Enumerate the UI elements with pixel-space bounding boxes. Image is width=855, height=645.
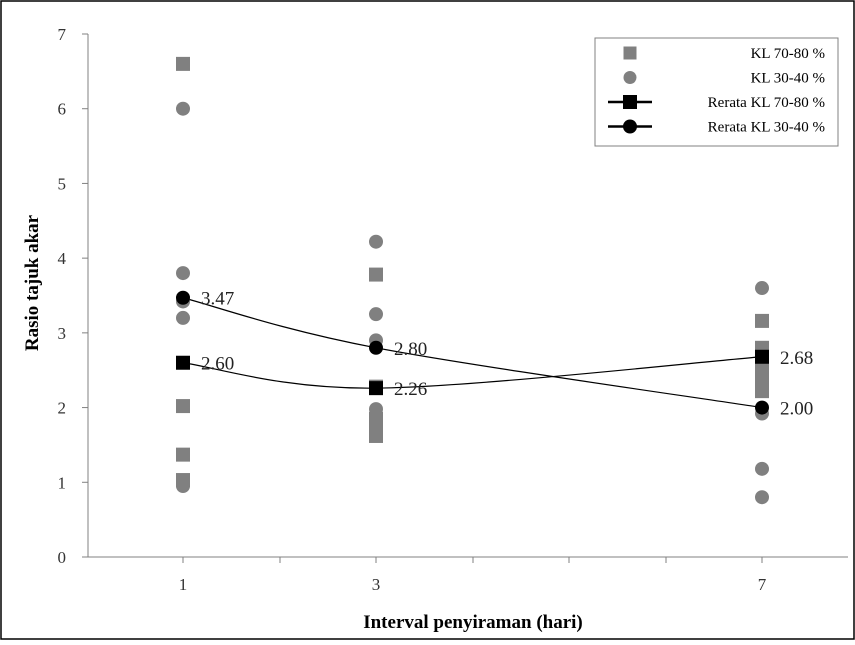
mean-point-square xyxy=(369,381,383,396)
scatter-point-circle xyxy=(176,101,190,116)
legend-marker-circle xyxy=(623,119,637,134)
scatter-point-circle xyxy=(176,479,190,494)
mean-point-circle xyxy=(176,290,190,305)
scatter-point-square xyxy=(176,447,190,462)
scatter-point-circle xyxy=(369,234,383,249)
mean-point-square xyxy=(755,349,769,364)
scatter-point-circle xyxy=(755,461,769,476)
y-tick-label: 1 xyxy=(58,473,67,492)
scatter-point-square xyxy=(755,370,769,385)
trend-line-circle xyxy=(182,297,763,409)
y-tick-label: 6 xyxy=(58,100,67,119)
x-tick-label: 1 xyxy=(179,575,188,594)
legend-label: Rerata KL 30-40 % xyxy=(708,120,825,136)
data-label: 2.26 xyxy=(394,379,427,400)
y-tick-label: 3 xyxy=(58,324,67,343)
scatter-point-circle xyxy=(369,414,383,429)
data-label: 3.47 xyxy=(201,289,234,310)
x-tick-label: 3 xyxy=(372,575,381,594)
points-layer xyxy=(176,56,769,505)
scatter-point-circle xyxy=(755,281,769,296)
y-tick-label: 0 xyxy=(58,548,67,567)
scatter-point-circle xyxy=(755,490,769,505)
data-label: 2.80 xyxy=(394,339,427,360)
scatter-point-square xyxy=(369,267,383,282)
y-tick-label: 4 xyxy=(58,249,67,268)
legend-marker-square xyxy=(623,95,637,109)
data-label: 2.00 xyxy=(780,399,813,420)
y-tick-label: 5 xyxy=(58,174,67,193)
x-tick-label: 7 xyxy=(758,575,767,594)
scatter-point-square xyxy=(176,56,190,71)
legend-marker-circle xyxy=(623,71,637,84)
legend-marker-square xyxy=(623,46,637,60)
scatter-point-circle xyxy=(369,402,383,417)
scatter-point-square xyxy=(755,313,769,328)
mean-point-square xyxy=(176,355,190,370)
y-axis-title: Rasio tajuk akar xyxy=(22,214,43,351)
scatter-point-square xyxy=(369,428,383,443)
data-labels-layer: 2.60 2.26 2.68 3.47 2.80 2.00 xyxy=(201,289,813,420)
y-tick-label: 2 xyxy=(58,399,67,418)
legend-label: KL 70-80 % xyxy=(751,46,825,62)
scatter-point-square xyxy=(176,399,190,414)
scatter-point-circle xyxy=(176,266,190,281)
trend-lines-layer xyxy=(182,297,763,409)
axes-layer: 0 1 2 3 4 5 6 7 1 3 7 xyxy=(58,25,848,594)
legend-label: Rerata KL 70-80 % xyxy=(708,95,825,111)
data-label: 2.68 xyxy=(780,348,813,369)
scatter-point-circle xyxy=(176,310,190,325)
data-label: 2.60 xyxy=(201,354,234,375)
mean-point-circle xyxy=(755,400,769,415)
scatter-point-circle xyxy=(369,307,383,322)
legend: KL 70-80 % KL 30-40 % Rerata KL 70-80 % Rer… xyxy=(594,37,839,147)
y-tick-label: 7 xyxy=(58,25,67,44)
legend-label: KL 30-40 % xyxy=(751,71,825,87)
x-axis-title: Interval penyiraman (hari) xyxy=(363,612,583,633)
mean-point-circle xyxy=(369,340,383,355)
scatter-point-square xyxy=(755,384,769,399)
trend-line-square xyxy=(182,356,763,389)
